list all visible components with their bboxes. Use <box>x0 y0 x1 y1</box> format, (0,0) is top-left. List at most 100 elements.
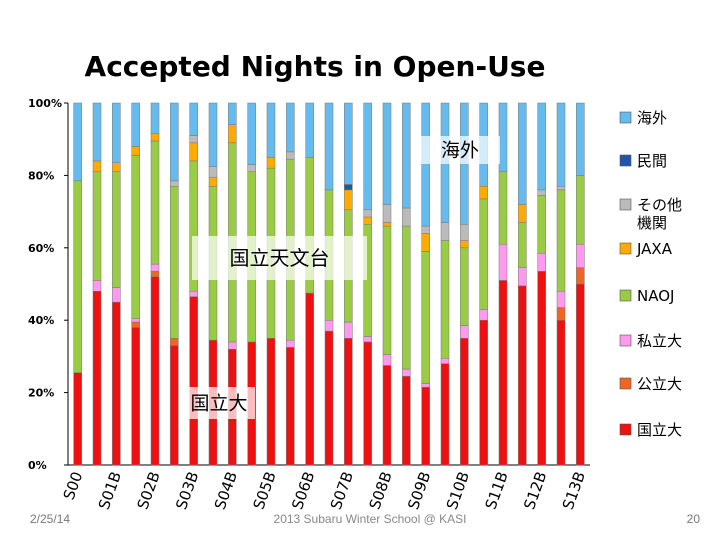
bar-segment <box>382 204 392 223</box>
bar-segment <box>537 102 546 191</box>
bar-segment <box>421 225 430 234</box>
bar-segment <box>576 243 585 268</box>
bar-segment <box>382 102 392 205</box>
bar-segment <box>131 318 140 323</box>
legend-label: JAXA <box>636 240 673 258</box>
bar-segment <box>363 341 372 466</box>
bar-segment <box>208 102 218 167</box>
slide-footer: 2013 Subaru Winter School @ KASI <box>273 512 467 526</box>
bar-segment <box>363 102 372 211</box>
bar-segment <box>150 102 160 135</box>
bar-segment <box>498 171 508 245</box>
annotation-label: 国立天文台 <box>230 246 330 270</box>
bar-segment <box>92 160 102 173</box>
legend-swatch <box>619 154 632 167</box>
bar-segment <box>440 357 450 364</box>
bar-segment <box>324 319 334 332</box>
bar-segment <box>576 267 585 285</box>
bar-segment <box>170 345 179 466</box>
legend-swatch <box>619 242 632 255</box>
bar-segment <box>556 189 566 292</box>
bar-segment <box>92 171 102 281</box>
slide-date: 2/25/14 <box>30 512 71 526</box>
bar-segment <box>518 204 527 223</box>
bar-segment <box>344 189 353 211</box>
legend-swatch <box>619 334 632 347</box>
bar-segment <box>479 319 488 466</box>
bar-segment <box>402 225 411 370</box>
bar-segment <box>189 135 198 144</box>
bar-segment <box>189 290 198 297</box>
bar-segment <box>576 102 585 176</box>
y-tick-label: 80% <box>28 169 54 182</box>
x-tick-label: S05B <box>250 469 280 512</box>
bar-segment <box>498 243 508 281</box>
bar-segment <box>498 280 508 466</box>
bar-segment <box>537 252 546 272</box>
legend-label: その他 <box>637 196 682 214</box>
bar-segment <box>344 321 353 339</box>
legend-swatch <box>619 377 632 390</box>
legend-label: 機関 <box>637 214 667 232</box>
x-tick-label: S12B <box>520 469 550 512</box>
bar-segment <box>189 296 198 466</box>
bar-segment <box>363 209 372 218</box>
bar-segment <box>247 102 256 165</box>
bar-segment <box>498 102 508 173</box>
bar-segment <box>112 162 121 173</box>
legend-label: 国立大 <box>637 421 682 439</box>
bar-segment <box>537 189 546 196</box>
x-tick-label: S13B <box>559 469 589 512</box>
bar-segment <box>518 222 527 268</box>
bar-segment <box>228 124 237 144</box>
bar-segment <box>150 263 160 272</box>
bar-segment <box>556 319 566 466</box>
legend-swatch <box>619 289 632 302</box>
bar-segment <box>286 102 295 153</box>
bar-segment <box>170 338 179 346</box>
bar-segment <box>440 363 450 466</box>
bar-segment <box>460 325 469 339</box>
annotation-box <box>192 236 367 280</box>
legend-label: NAOJ <box>637 287 674 305</box>
legend-label: 民間 <box>637 152 667 170</box>
x-tick-label: S11B <box>482 469 512 512</box>
bar-segment <box>537 271 546 466</box>
bar-segment <box>112 102 121 163</box>
annotation-box <box>420 136 500 164</box>
bar-segment <box>402 376 411 466</box>
bar-segment <box>228 341 237 350</box>
bar-segment <box>576 283 585 466</box>
bar-segment <box>537 195 546 254</box>
bar-segment <box>73 372 82 466</box>
bar-segment <box>324 102 334 191</box>
bar-segment <box>324 330 334 466</box>
bar-segment <box>460 247 469 326</box>
bar-segment <box>556 307 566 321</box>
legend-swatch <box>619 198 632 211</box>
bar-segment <box>363 216 372 225</box>
bar-segment <box>518 102 527 205</box>
bar-segment <box>421 383 430 388</box>
bar-segment <box>421 251 430 384</box>
bar-segment <box>460 240 469 249</box>
bar-segment <box>421 233 430 252</box>
annotation-label: 国立大 <box>190 393 247 415</box>
y-tick-label: 60% <box>28 242 54 255</box>
bar-segment <box>112 171 121 288</box>
bar-segment <box>266 338 276 466</box>
x-tick-label: S03B <box>172 469 202 512</box>
x-tick-label: S01B <box>95 469 125 512</box>
x-tick-label: S04B <box>211 469 241 512</box>
bar-segment <box>402 207 411 227</box>
bar-segment <box>131 155 140 319</box>
bar-segment <box>247 164 256 173</box>
bar-segment <box>363 336 372 343</box>
bar-segment <box>286 151 295 160</box>
bar-segment <box>150 140 160 265</box>
y-tick-label: 20% <box>28 387 54 400</box>
bar-segment <box>556 290 566 308</box>
bar-segment <box>170 180 179 187</box>
legend-label: 公立大 <box>637 375 682 393</box>
